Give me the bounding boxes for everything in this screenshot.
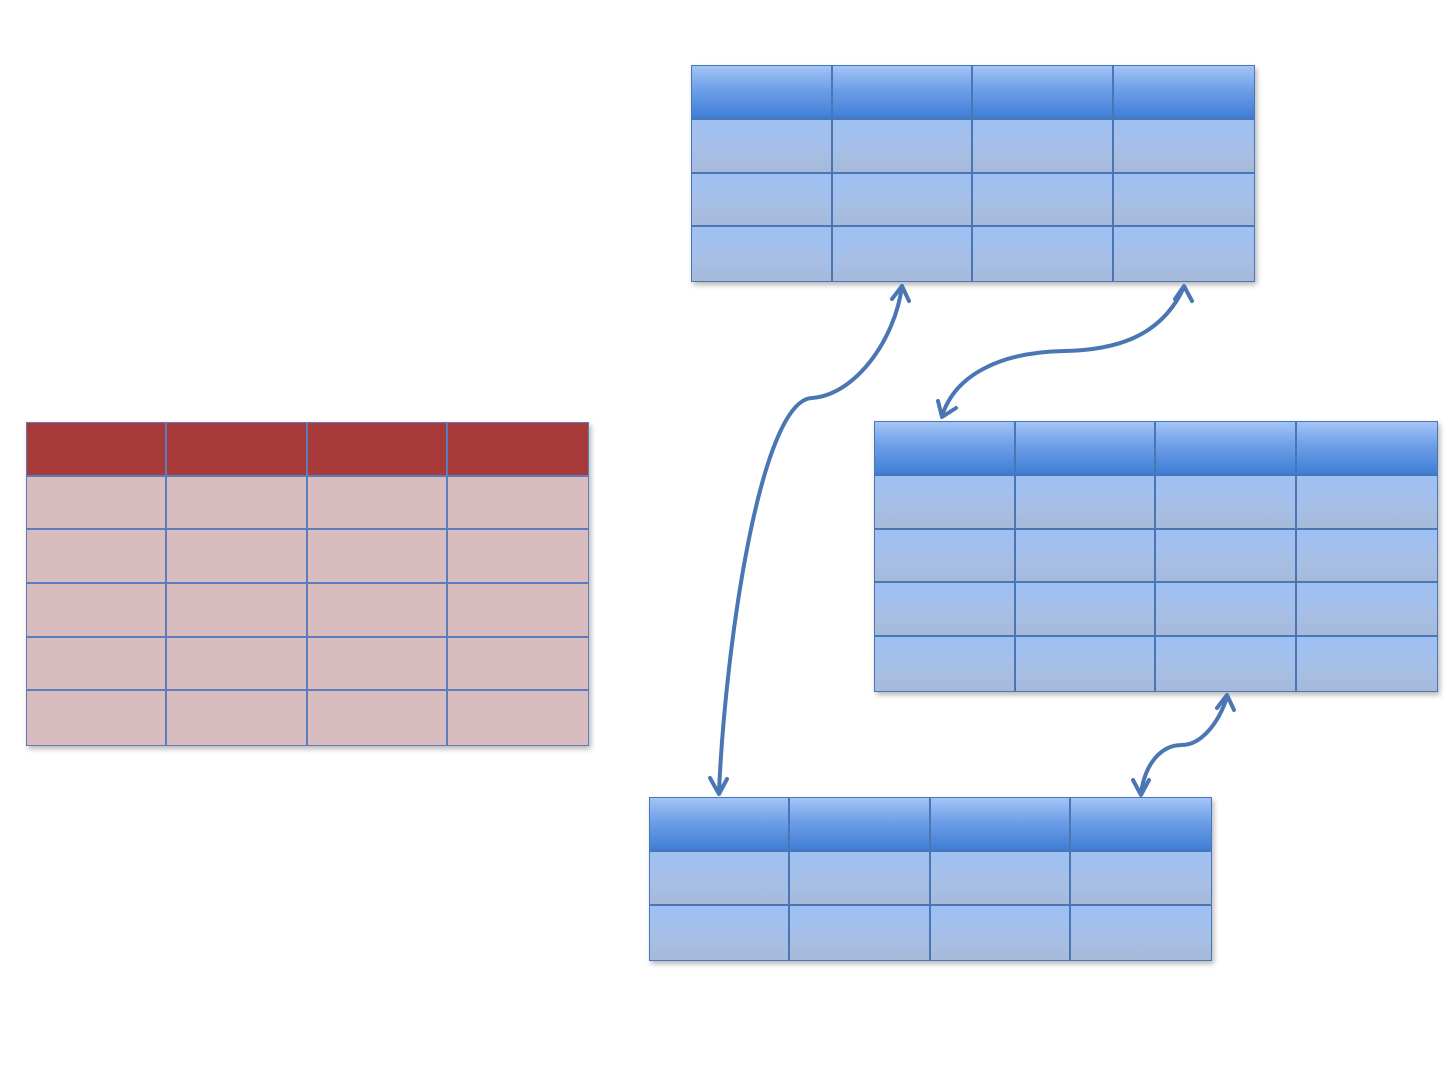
header-cell	[930, 798, 1071, 852]
arrowhead-down-icon	[1131, 778, 1151, 797]
table-cell	[1113, 227, 1254, 281]
header-cell	[973, 66, 1114, 120]
table-cell	[973, 227, 1114, 281]
table-cell	[875, 637, 1016, 691]
table-cell	[447, 691, 588, 745]
table-cell	[692, 173, 833, 228]
arrowhead-up-icon	[1173, 284, 1194, 303]
table-cell	[307, 637, 448, 692]
header-cell	[1113, 66, 1254, 120]
table-cell	[27, 530, 168, 584]
arrowhead-up-icon	[890, 284, 911, 303]
table-cell	[875, 583, 1016, 638]
table-cell	[167, 476, 308, 531]
header-cell	[27, 423, 168, 477]
header-cell	[1015, 422, 1156, 476]
table-cell	[875, 475, 1016, 530]
table-cell	[1015, 475, 1156, 530]
table-cell	[307, 476, 448, 531]
header-cell	[875, 422, 1016, 476]
bottom-blue-table	[649, 797, 1212, 961]
table-cell	[447, 476, 588, 531]
table-cell	[1296, 529, 1437, 584]
table-cell	[832, 119, 973, 174]
table-cell	[1296, 475, 1437, 530]
table-cell	[27, 637, 168, 692]
table-cell	[973, 119, 1114, 174]
table-cell	[447, 584, 588, 638]
arrowhead-down-icon	[936, 399, 958, 419]
table-cell	[832, 227, 973, 281]
table-cell	[1015, 529, 1156, 584]
table-cell	[1070, 852, 1211, 906]
table-cell	[875, 529, 1016, 584]
header-cell	[790, 798, 931, 852]
table-cell	[27, 476, 168, 531]
header-cell	[1070, 798, 1211, 852]
table-cell	[447, 637, 588, 692]
top-blue-table	[691, 65, 1255, 282]
table-cell	[1156, 583, 1297, 638]
table-cell	[1296, 583, 1437, 638]
table-cell	[1113, 173, 1254, 228]
connector-top-middle	[940, 285, 1186, 418]
arrowhead-up-icon	[1215, 693, 1236, 712]
header-cell	[447, 423, 588, 477]
table-cell	[930, 906, 1071, 960]
table-cell	[790, 906, 931, 960]
table-cell	[27, 584, 168, 638]
table-cell	[1015, 637, 1156, 691]
table-cell	[790, 852, 931, 906]
header-cell	[307, 423, 448, 477]
table-cell	[307, 530, 448, 584]
header-cell	[1156, 422, 1297, 476]
table-cell	[167, 691, 308, 745]
middle-blue-table	[874, 421, 1438, 692]
table-cell	[307, 584, 448, 638]
left-red-table	[26, 422, 589, 746]
arrowhead-down-icon	[708, 776, 729, 796]
table-cell	[1156, 529, 1297, 584]
table-cell	[1296, 637, 1437, 691]
table-cell	[167, 584, 308, 638]
table-cell	[1156, 637, 1297, 691]
table-cell	[167, 530, 308, 584]
table-cell	[307, 691, 448, 745]
table-cell	[692, 119, 833, 174]
table-cell	[27, 691, 168, 745]
header-cell	[167, 423, 308, 477]
header-cell	[1296, 422, 1437, 476]
table-cell	[930, 852, 1071, 906]
table-cell	[692, 227, 833, 281]
table-cell	[1015, 583, 1156, 638]
table-cell	[650, 852, 791, 906]
table-cell	[650, 906, 791, 960]
table-cell	[447, 530, 588, 584]
table-cell	[973, 173, 1114, 228]
header-cell	[650, 798, 791, 852]
table-cell	[1113, 119, 1254, 174]
header-cell	[832, 66, 973, 120]
table-cell	[1070, 906, 1211, 960]
header-cell	[692, 66, 833, 120]
connector-middle-bottom	[1139, 695, 1229, 795]
table-cell	[832, 173, 973, 228]
table-cell	[1156, 475, 1297, 530]
table-cell	[167, 637, 308, 692]
